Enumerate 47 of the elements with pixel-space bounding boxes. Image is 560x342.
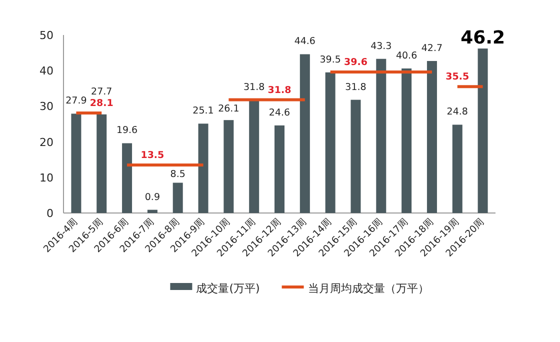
bar <box>147 210 158 213</box>
bar <box>198 124 208 213</box>
bar <box>452 124 462 213</box>
bar <box>376 58 386 213</box>
y-tick-label: 20 <box>40 136 54 149</box>
data-label: 35.5 <box>446 72 470 83</box>
data-label: 25.1 <box>192 106 214 117</box>
data-label: 43.3 <box>370 40 392 52</box>
data-label: 44.6 <box>294 36 316 48</box>
data-label: 40.6 <box>396 50 418 62</box>
bar <box>402 68 412 213</box>
bar <box>96 114 107 213</box>
data-label: 31.8 <box>268 84 292 96</box>
data-label: 26.1 <box>218 104 240 115</box>
bar <box>426 60 437 213</box>
data-label: 8.5 <box>170 169 186 180</box>
bar <box>71 114 82 213</box>
data-label: 27.7 <box>91 86 112 98</box>
bar <box>325 72 336 213</box>
data-label: 27.9 <box>66 96 87 107</box>
y-tick-label: 10 <box>40 171 54 184</box>
bar <box>300 54 310 213</box>
data-label: 39.5 <box>320 54 341 66</box>
data-label: 24.8 <box>446 106 468 118</box>
data-label: 39.6 <box>344 57 368 68</box>
y-tick-label: 50 <box>40 29 54 42</box>
data-label: 46.2 <box>460 28 506 49</box>
bar <box>350 100 361 213</box>
data-label: 13.5 <box>140 150 164 161</box>
y-tick-label: 0 <box>46 207 54 220</box>
data-label: 28.1 <box>90 98 114 109</box>
bar <box>274 125 284 213</box>
y-tick-label: 30 <box>40 100 54 114</box>
data-label: 24.6 <box>268 107 290 118</box>
data-label: 42.7 <box>421 42 443 54</box>
legend-label: 成交量(万平) <box>196 282 260 295</box>
bar <box>478 48 488 213</box>
bar <box>249 100 260 213</box>
data-label: 31.8 <box>345 82 366 93</box>
y-tick-label: 40 <box>40 64 54 78</box>
bar <box>172 182 183 213</box>
bar <box>122 143 132 213</box>
data-label: 0.9 <box>144 192 160 203</box>
bar <box>224 120 234 213</box>
data-label: 31.8 <box>244 82 265 93</box>
legend-label: 当月周均成交量（万平） <box>308 282 429 295</box>
data-label: 19.6 <box>116 125 138 136</box>
